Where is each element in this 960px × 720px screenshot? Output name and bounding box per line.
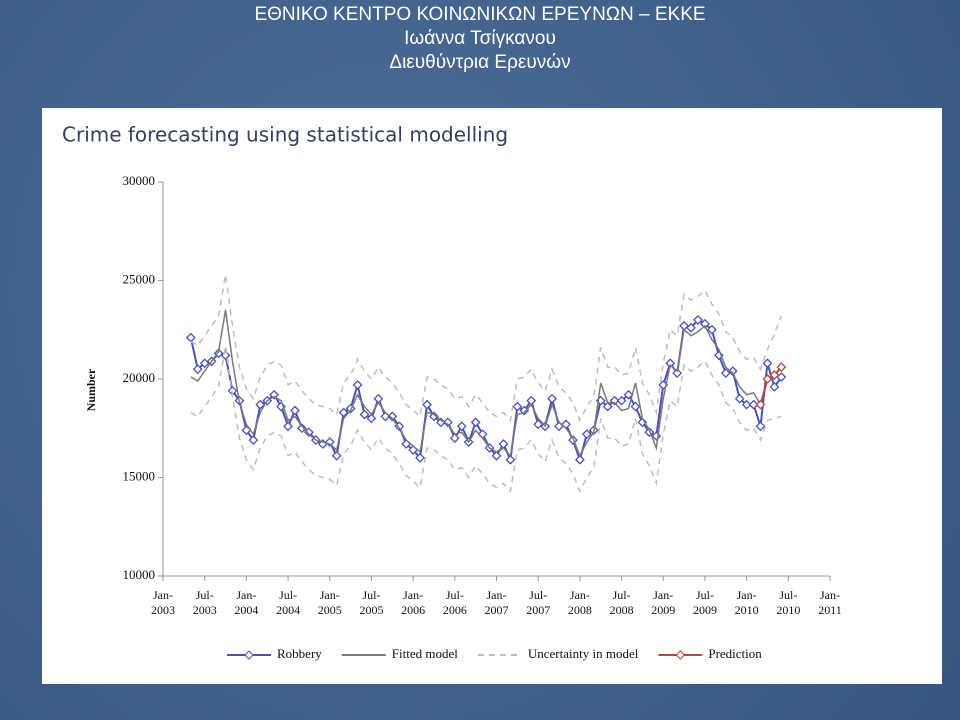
x-tick-label: Jan- 2008 [567, 588, 592, 617]
point [345, 403, 356, 414]
point [456, 421, 467, 432]
legend-marker [675, 650, 686, 660]
point [554, 421, 564, 432]
y-axis-label: Number [84, 368, 98, 411]
series-line [190, 345, 782, 494]
x-tick-label: Jan- 2003 [151, 588, 175, 617]
legend-label: Robbery [277, 646, 322, 661]
x-tick-label: Jul- 2006 [442, 588, 467, 617]
point [762, 374, 773, 384]
point [366, 413, 377, 424]
point [435, 417, 446, 428]
x-tick-label: Jul- 2009 [692, 588, 717, 617]
point [449, 433, 460, 444]
point [574, 454, 585, 465]
x-tick-label: Jul- 2008 [609, 588, 634, 617]
x-tick-label: Jan- 2005 [317, 588, 342, 617]
legend-marker [244, 650, 254, 660]
point [762, 358, 773, 369]
point [359, 409, 370, 420]
x-tick-label: Jan- 2006 [401, 588, 426, 617]
point [415, 452, 425, 463]
point [185, 332, 196, 343]
point [547, 393, 558, 404]
point [616, 395, 627, 406]
point [276, 401, 287, 412]
point [741, 399, 752, 410]
point [686, 322, 696, 333]
x-tick-label: Jul- 2003 [192, 588, 217, 617]
point [213, 348, 224, 359]
point [491, 450, 502, 461]
x-tick-label: Jan- 2011 [818, 588, 842, 617]
point [505, 454, 516, 465]
point [338, 407, 349, 418]
header-line: Ιωάννα Τσίγκανου [404, 28, 556, 49]
point [623, 389, 634, 400]
series-line [190, 274, 783, 423]
y-tick-label: 15000 [123, 468, 156, 483]
point [561, 419, 571, 430]
x-tick-label: Jan- 2010 [734, 588, 759, 617]
point [769, 381, 780, 392]
point [255, 399, 266, 410]
point [693, 314, 703, 325]
point [630, 401, 641, 412]
y-tick-label: 30000 [123, 173, 156, 188]
point [290, 405, 300, 416]
point [776, 362, 787, 373]
point [748, 399, 759, 410]
point [442, 417, 453, 428]
point [581, 429, 592, 440]
point [679, 320, 690, 331]
point [769, 370, 780, 380]
point [706, 324, 717, 335]
point [283, 421, 293, 432]
x-tick-label: Jul- 2010 [776, 588, 801, 617]
point [672, 368, 683, 379]
point [602, 401, 613, 412]
point [331, 450, 342, 461]
series-line [189, 318, 783, 464]
legend-label: Prediction [708, 646, 762, 661]
x-tick-label: Jul- 2004 [276, 588, 301, 617]
series-line [759, 366, 783, 405]
point [755, 399, 766, 410]
chart-panel: Crime forecasting using statistical mode… [42, 108, 942, 684]
point [512, 401, 523, 412]
point [755, 421, 766, 432]
point [734, 393, 745, 404]
point [727, 366, 738, 377]
chart: Crime forecasting using statistical mode… [62, 123, 831, 661]
x-tick-label: Jan- 2009 [651, 588, 676, 617]
series-line [190, 309, 762, 458]
legend-label: Uncertainty in model [528, 646, 639, 661]
y-tick-label: 25000 [123, 271, 156, 286]
point [220, 350, 231, 361]
point [422, 399, 432, 410]
point [533, 419, 544, 430]
x-tick-label: Jul- 2007 [526, 588, 551, 617]
point [700, 318, 710, 329]
y-tick-label: 10000 [123, 567, 156, 582]
point [248, 435, 259, 445]
y-tick-label: 20000 [123, 370, 156, 385]
x-tick-label: Jan- 2004 [234, 588, 259, 617]
header-line: Διευθύντρια Ερευνών [389, 52, 571, 73]
point [269, 389, 280, 400]
header-line: ΕΘΝΙΚΟ ΚΕΝΤΡΟ ΚΟΙΝΩΝΙΚΩΝ ΕΡΕΥΝΩΝ – ΕΚΚΕ [254, 4, 706, 25]
point [470, 417, 481, 428]
point [352, 379, 363, 390]
x-tick-label: Jul- 2005 [359, 588, 384, 617]
x-tick-label: Jan- 2007 [484, 588, 509, 617]
point [192, 364, 203, 375]
legend-label: Fitted model [392, 646, 458, 661]
point [297, 423, 307, 434]
point [387, 411, 398, 422]
chart-title: Crime forecasting using statistical mode… [62, 123, 508, 147]
